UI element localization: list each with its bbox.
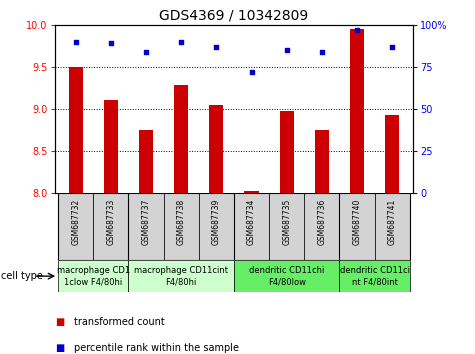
Bar [139,130,153,193]
Bar [269,193,304,260]
Bar [128,193,163,260]
Bar [93,193,128,260]
Text: dendritic CD11ci
nt F4/80int: dendritic CD11ci nt F4/80int [340,266,409,286]
Bar [315,130,329,193]
Bar [199,193,234,260]
Bar [174,85,188,193]
Text: GSM687734: GSM687734 [247,198,256,245]
Bar [69,67,83,193]
Bar [128,260,234,292]
Text: cell type: cell type [1,271,43,281]
Text: GSM687739: GSM687739 [212,198,221,245]
Text: macrophage CD1
1clow F4/80hi: macrophage CD1 1clow F4/80hi [57,266,130,286]
Point [283,47,291,53]
Bar [340,260,410,292]
Title: GDS4369 / 10342809: GDS4369 / 10342809 [159,8,309,22]
Point [177,39,185,44]
Bar [385,115,399,193]
Bar [58,260,128,292]
Bar [245,191,258,193]
Text: GSM687732: GSM687732 [71,198,80,245]
Text: GSM687735: GSM687735 [282,198,291,245]
Text: percentile rank within the sample: percentile rank within the sample [74,343,238,353]
Point [389,44,396,50]
Bar [234,260,340,292]
Text: macrophage CD11cint
F4/80hi: macrophage CD11cint F4/80hi [134,266,228,286]
Point [212,44,220,50]
Point [353,27,361,33]
Text: GSM687733: GSM687733 [106,198,115,245]
Point [318,49,326,55]
Text: GSM687738: GSM687738 [177,198,186,245]
Text: GSM687736: GSM687736 [317,198,326,245]
Bar [375,193,410,260]
Bar [209,105,223,193]
Text: GSM687737: GSM687737 [142,198,151,245]
Text: dendritic CD11chi
F4/80low: dendritic CD11chi F4/80low [249,266,324,286]
Bar [104,101,118,193]
Bar [163,193,199,260]
Text: ■: ■ [55,317,64,327]
Bar [234,193,269,260]
Bar [340,193,375,260]
Text: GSM687741: GSM687741 [388,198,397,245]
Point [142,49,150,55]
Bar [280,112,294,193]
Text: transformed count: transformed count [74,317,164,327]
Point [107,40,114,46]
Point [72,39,79,44]
Text: ■: ■ [55,343,64,353]
Bar [350,29,364,193]
Bar [58,193,93,260]
Point [248,69,256,75]
Bar [304,193,340,260]
Text: GSM687740: GSM687740 [352,198,361,245]
